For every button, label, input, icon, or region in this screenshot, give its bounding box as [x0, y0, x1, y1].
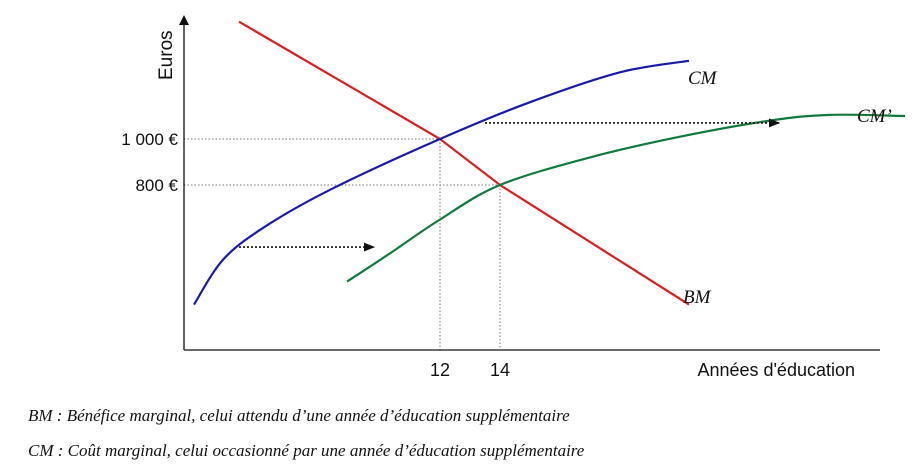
y-tick-label-1: 800 € — [135, 176, 178, 195]
x-axis-label: Années d'éducation — [697, 360, 855, 380]
guides-layer — [184, 138, 501, 350]
shift-arrows — [239, 118, 781, 252]
caption-cm: CM : Coût marginal, celui occasionné par… — [28, 441, 585, 460]
series-layer — [193, 20, 906, 306]
y-axis-label: Euros — [156, 30, 177, 80]
series-labels: BM CM CM’ — [683, 68, 892, 308]
y-axis-arrowhead — [179, 15, 189, 25]
axes: Euros Années d'éducation — [156, 15, 880, 380]
x-tick-label-1: 14 — [490, 360, 510, 380]
y-tick-label-0: 1 000 € — [121, 130, 178, 149]
series-label-bm: BM — [683, 287, 712, 308]
series-cm-prime-line — [346, 113, 906, 283]
series-cm-line — [193, 59, 690, 306]
series-label-cm: CM — [688, 68, 718, 89]
chart-canvas: Euros Années d'éducation 1 000 €800 €12 1… — [121, 15, 906, 380]
series-bm-line — [238, 20, 690, 306]
series-label-cm-prime: CM’ — [857, 106, 892, 127]
tick-labels: 1 000 € 800 € 12 14 — [121, 130, 510, 380]
x-tick-label-0: 12 — [430, 360, 450, 380]
caption-bm: BM : Bénéfice marginal, celui attendu d’… — [28, 406, 570, 425]
